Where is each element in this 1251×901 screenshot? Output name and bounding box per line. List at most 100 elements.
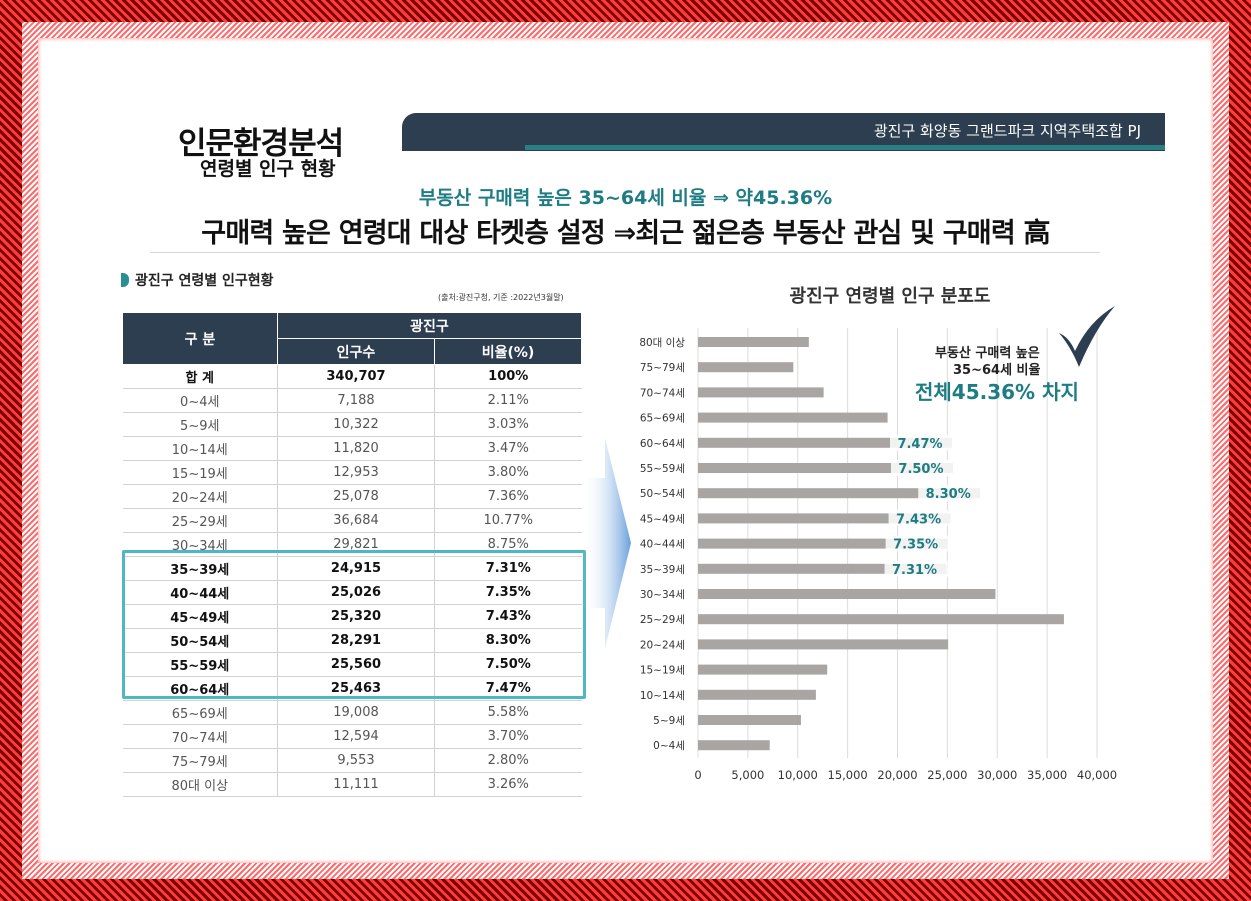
headline-divider	[150, 252, 1100, 253]
cell-group: 50~54세	[122, 628, 278, 653]
cell-population: 25,078	[277, 484, 435, 509]
data-label: 8.30%	[926, 487, 971, 502]
data-label: 7.43%	[896, 512, 941, 527]
table-row: 50~54세 28,291 8.30%	[122, 628, 582, 653]
table-row: 5~9세 10,322 3.03%	[122, 412, 582, 437]
data-label-bg	[885, 535, 950, 552]
y-category-label: 80대 이상	[639, 337, 685, 349]
header-ratio: 비율(%)	[434, 338, 582, 365]
cell-ratio: 7.31%	[434, 556, 582, 581]
page-title: 인문환경분석	[178, 126, 344, 162]
label-marker-icon	[121, 273, 129, 287]
x-tick-label: 5,000	[731, 768, 764, 782]
project-name: 광진구 화양동 그랜드파크 지역주택조합 PJ	[873, 122, 1141, 140]
table-row: 20~24세 25,078 7.36%	[122, 484, 582, 509]
x-tick-label: 30,000	[977, 768, 1017, 782]
cell-population: 25,320	[277, 604, 435, 629]
cell-population: 9,553	[277, 748, 435, 773]
cell-ratio: 7.35%	[434, 580, 582, 605]
cell-population: 25,560	[277, 652, 435, 677]
data-label-bg	[888, 510, 953, 527]
cell-ratio: 3.26%	[434, 772, 582, 797]
y-category-label: 45~49세	[640, 513, 685, 525]
cell-ratio: 10.77%	[434, 508, 582, 533]
table-row: 70~74세 12,594 3.70%	[122, 724, 582, 749]
cell-group: 35~39세	[122, 556, 278, 581]
bar	[698, 437, 952, 448]
bar	[698, 337, 809, 347]
cell-population: 12,594	[277, 724, 435, 749]
y-category-label: 20~24세	[640, 639, 685, 651]
cell-ratio: 8.30%	[434, 628, 582, 653]
y-category-label: 70~74세	[640, 387, 685, 399]
y-category-label: 15~19세	[640, 665, 685, 677]
cell-population: 340,707	[277, 364, 435, 389]
y-category-label: 0~4세	[653, 740, 685, 752]
cell-ratio: 2.11%	[434, 388, 582, 413]
x-tick-label: 15,000	[828, 768, 868, 782]
cell-ratio: 3.47%	[434, 436, 582, 461]
cell-ratio: 2.80%	[434, 748, 582, 773]
cell-group: 55~59세	[122, 652, 278, 677]
header-region: 광진구	[277, 312, 582, 339]
bar	[698, 513, 951, 524]
cell-population: 24,915	[277, 556, 435, 581]
headline: 구매력 높은 연령대 대상 타켓층 설정 ⇒최근 젊은층 부동산 관심 및 구매…	[201, 218, 1050, 249]
annotation-line-1: 부동산 구매력 높은	[935, 346, 1040, 361]
bar	[698, 589, 996, 599]
annotation-line-3: 전체45.36% 차지	[915, 380, 1079, 404]
header-bar	[402, 113, 1165, 151]
cell-population: 28,291	[277, 628, 435, 653]
x-tick-label: 25,000	[927, 768, 967, 782]
page-subtitle: 연령별 인구 현황	[200, 158, 336, 180]
data-label-bg	[884, 560, 949, 577]
table-row: 0~4세 7,188 2.11%	[122, 388, 582, 413]
table-row: 45~49세 25,320 7.43%	[122, 604, 582, 629]
cell-group: 15~19세	[122, 460, 278, 485]
bar	[698, 614, 1064, 625]
data-label: 7.35%	[893, 538, 938, 553]
chart-title: 광진구 연령별 인구 분포도	[789, 286, 991, 307]
cell-ratio: 7.36%	[434, 484, 582, 509]
bar	[698, 412, 888, 423]
cell-population: 11,111	[277, 772, 435, 797]
cell-group: 45~49세	[122, 604, 278, 629]
table-label: 광진구 연령별 인구현황	[121, 270, 274, 290]
x-tick-label: 0	[694, 768, 701, 782]
x-tick-label: 40,000	[1077, 768, 1117, 782]
target-age-highlight-box	[122, 550, 586, 699]
y-category-label: 5~9세	[653, 715, 685, 727]
cell-ratio: 5.58%	[434, 700, 582, 725]
bar	[698, 639, 949, 650]
cell-group: 0~4세	[122, 388, 278, 413]
cell-population: 11,820	[277, 436, 435, 461]
cell-group: 75~79세	[122, 748, 278, 773]
y-category-label: 35~39세	[640, 564, 685, 576]
table-row: 35~39세 24,915 7.31%	[122, 556, 582, 581]
data-label-bg	[889, 434, 954, 451]
cell-group: 20~24세	[122, 484, 278, 509]
y-category-label: 30~34세	[640, 589, 685, 601]
cell-ratio: 3.03%	[434, 412, 582, 437]
cell-ratio: 3.80%	[434, 460, 582, 485]
cell-group: 25~29세	[122, 508, 278, 533]
bar	[698, 563, 947, 574]
data-label: 7.47%	[897, 437, 942, 452]
cell-population: 19,008	[277, 700, 435, 725]
cell-population: 25,026	[277, 580, 435, 605]
x-tick-label: 35,000	[1027, 768, 1067, 782]
x-tick-label: 10,000	[778, 768, 818, 782]
bar	[698, 463, 953, 473]
cell-group: 70~74세	[122, 724, 278, 749]
table-label-text: 광진구 연령별 인구현황	[135, 273, 274, 289]
y-category-label: 10~14세	[640, 690, 685, 702]
data-label-bg	[890, 460, 955, 476]
bar	[698, 488, 981, 499]
cell-group: 65~69세	[122, 700, 278, 725]
y-category-label: 25~29세	[640, 614, 685, 626]
table-body: 합 계 340,707 100% 0~4세 7,188 2.11% 5~9세 10,322 3.…	[122, 364, 582, 797]
table-row: 10~14세 11,820 3.47%	[122, 436, 582, 461]
bar	[698, 664, 828, 675]
table-row: 75~79세 9,553 2.80%	[122, 748, 582, 773]
table-row: 55~59세 25,560 7.50%	[122, 652, 582, 677]
